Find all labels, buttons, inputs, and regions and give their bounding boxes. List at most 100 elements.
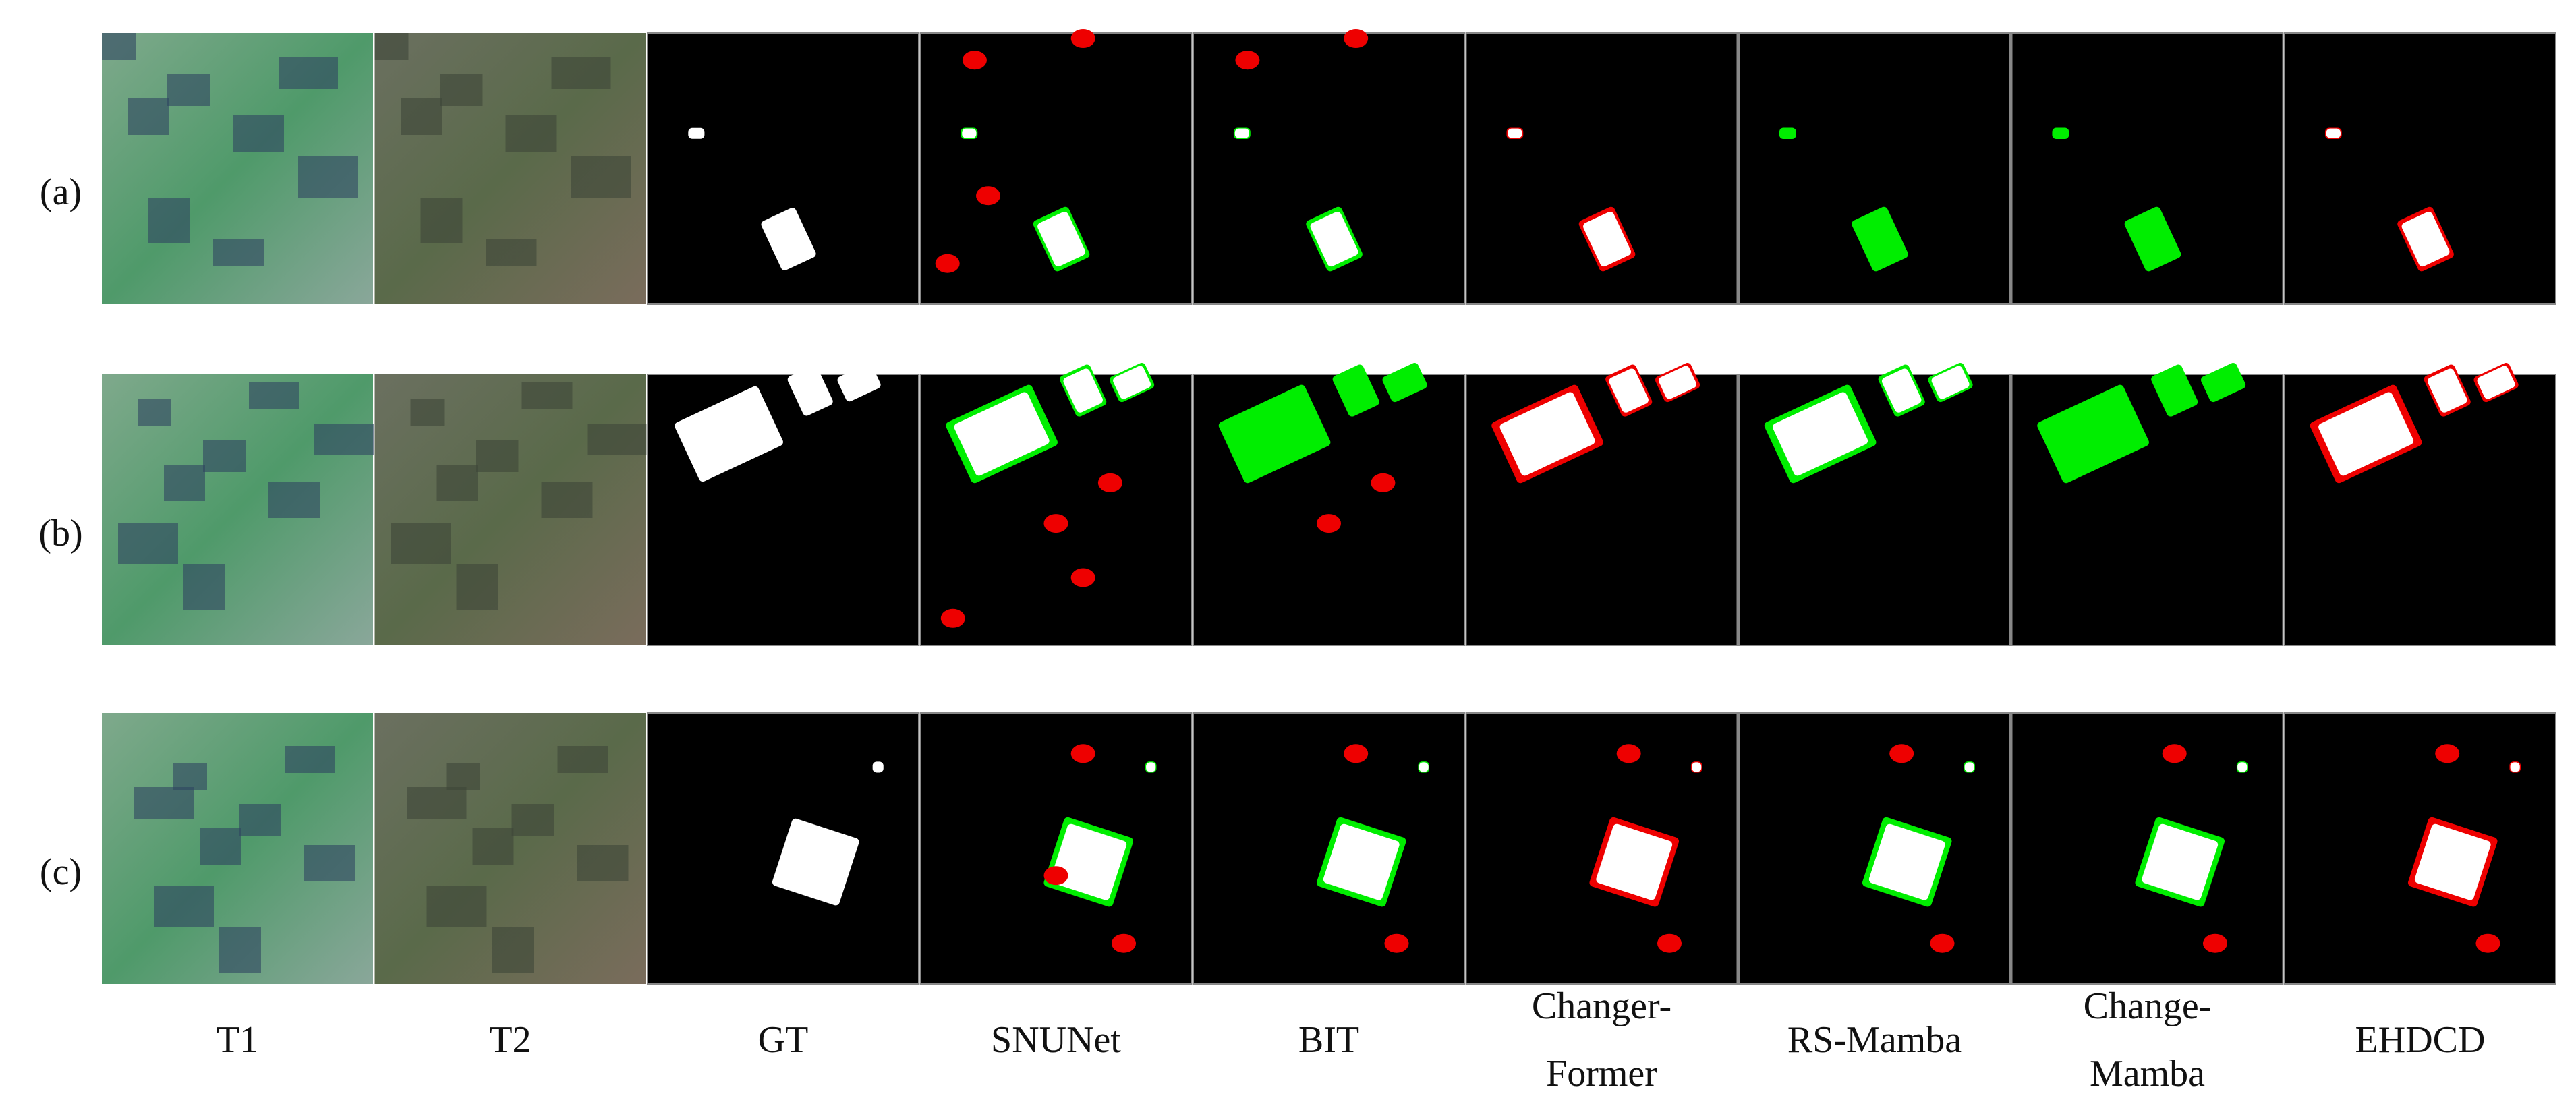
column-label: Changer- [1532, 985, 1671, 1027]
false-alarm [1235, 51, 1260, 70]
false-alarm [940, 608, 965, 628]
texture [285, 746, 335, 773]
column-label: BIT [1298, 1019, 1359, 1061]
false-alarm [1371, 473, 1396, 492]
change-region [787, 365, 833, 416]
false-alarm [2435, 744, 2460, 763]
change-region [675, 386, 783, 482]
texture [167, 74, 210, 106]
column-label: Change- [2084, 985, 2212, 1027]
false-alarm [1317, 514, 1341, 533]
column-label: EHDCD [2355, 1019, 2486, 1061]
change-region [2142, 823, 2219, 900]
tile [2284, 712, 2556, 985]
texture [577, 845, 629, 881]
texture [551, 57, 611, 89]
change-region [1146, 762, 1156, 772]
texture [213, 239, 264, 266]
texture [391, 523, 451, 564]
tile [919, 363, 1193, 646]
false-alarm [976, 186, 1000, 206]
tile [374, 713, 646, 984]
false-alarm [2162, 744, 2187, 763]
texture [102, 33, 136, 60]
tile [1738, 712, 2011, 985]
change-region [761, 208, 816, 270]
texture [200, 828, 241, 865]
texture [521, 382, 573, 409]
change-region [2401, 211, 2450, 267]
change-region [954, 392, 1050, 476]
mask-tile [647, 712, 919, 985]
texture [249, 382, 299, 409]
change-region [1773, 392, 1868, 476]
row-label: (c) [40, 851, 82, 893]
change-region [837, 363, 881, 402]
change-region [1596, 823, 1673, 900]
false-alarm [1889, 744, 1914, 763]
change-region [2510, 762, 2520, 772]
false-alarm [1384, 933, 1409, 953]
change-region [1310, 211, 1358, 267]
tile [1465, 32, 1738, 305]
tile [102, 713, 373, 984]
mask-tile [647, 374, 919, 646]
change-region [772, 818, 859, 906]
tile [1738, 32, 2011, 305]
change-region [2326, 128, 2341, 138]
tile [2284, 363, 2556, 646]
texture [374, 33, 409, 60]
tile [2011, 363, 2284, 646]
change-region [1931, 366, 1970, 399]
column-label: Mamba [2090, 1053, 2205, 1095]
texture [472, 828, 514, 865]
texture [164, 465, 205, 501]
texture [304, 845, 355, 881]
column-label: GT [758, 1019, 809, 1061]
false-alarm [1657, 933, 1682, 953]
change-region [2427, 368, 2467, 413]
column-label: T1 [217, 1019, 258, 1061]
tile [647, 32, 919, 305]
texture [571, 156, 631, 198]
texture [154, 886, 214, 927]
change-region [1779, 127, 1796, 140]
texture [134, 787, 194, 819]
change-region [1037, 211, 1085, 267]
change-region [1063, 368, 1103, 413]
tile [1738, 363, 2011, 646]
false-alarm [1344, 744, 1369, 763]
tile [2284, 32, 2556, 305]
change-region [1419, 762, 1429, 772]
false-alarm [1043, 866, 1068, 886]
texture [279, 57, 338, 89]
texture [148, 198, 190, 243]
change-region [2052, 127, 2069, 140]
false-alarm [2203, 933, 2227, 953]
texture [420, 198, 463, 243]
texture [173, 763, 207, 790]
mask-tile [2011, 374, 2284, 646]
texture [436, 465, 478, 501]
change-region [1609, 368, 1649, 413]
change-region [1234, 128, 1249, 138]
texture [476, 440, 519, 472]
change-region [688, 127, 705, 139]
mask-tile [1193, 374, 1465, 646]
false-alarm [1070, 744, 1095, 763]
false-alarm [1616, 744, 1641, 763]
change-region [2037, 384, 2149, 484]
texture [183, 564, 225, 610]
tile [919, 29, 1193, 305]
row-label: (b) [38, 513, 82, 554]
texture [407, 787, 467, 819]
change-region [2124, 206, 2181, 272]
texture [505, 115, 557, 152]
tile [1193, 363, 1465, 646]
false-alarm [1097, 473, 1122, 492]
change-region [1852, 206, 1908, 272]
change-region [1218, 384, 1331, 484]
change-region [1050, 823, 1127, 900]
false-alarm [1070, 568, 1095, 587]
row-label: (a) [40, 171, 82, 213]
